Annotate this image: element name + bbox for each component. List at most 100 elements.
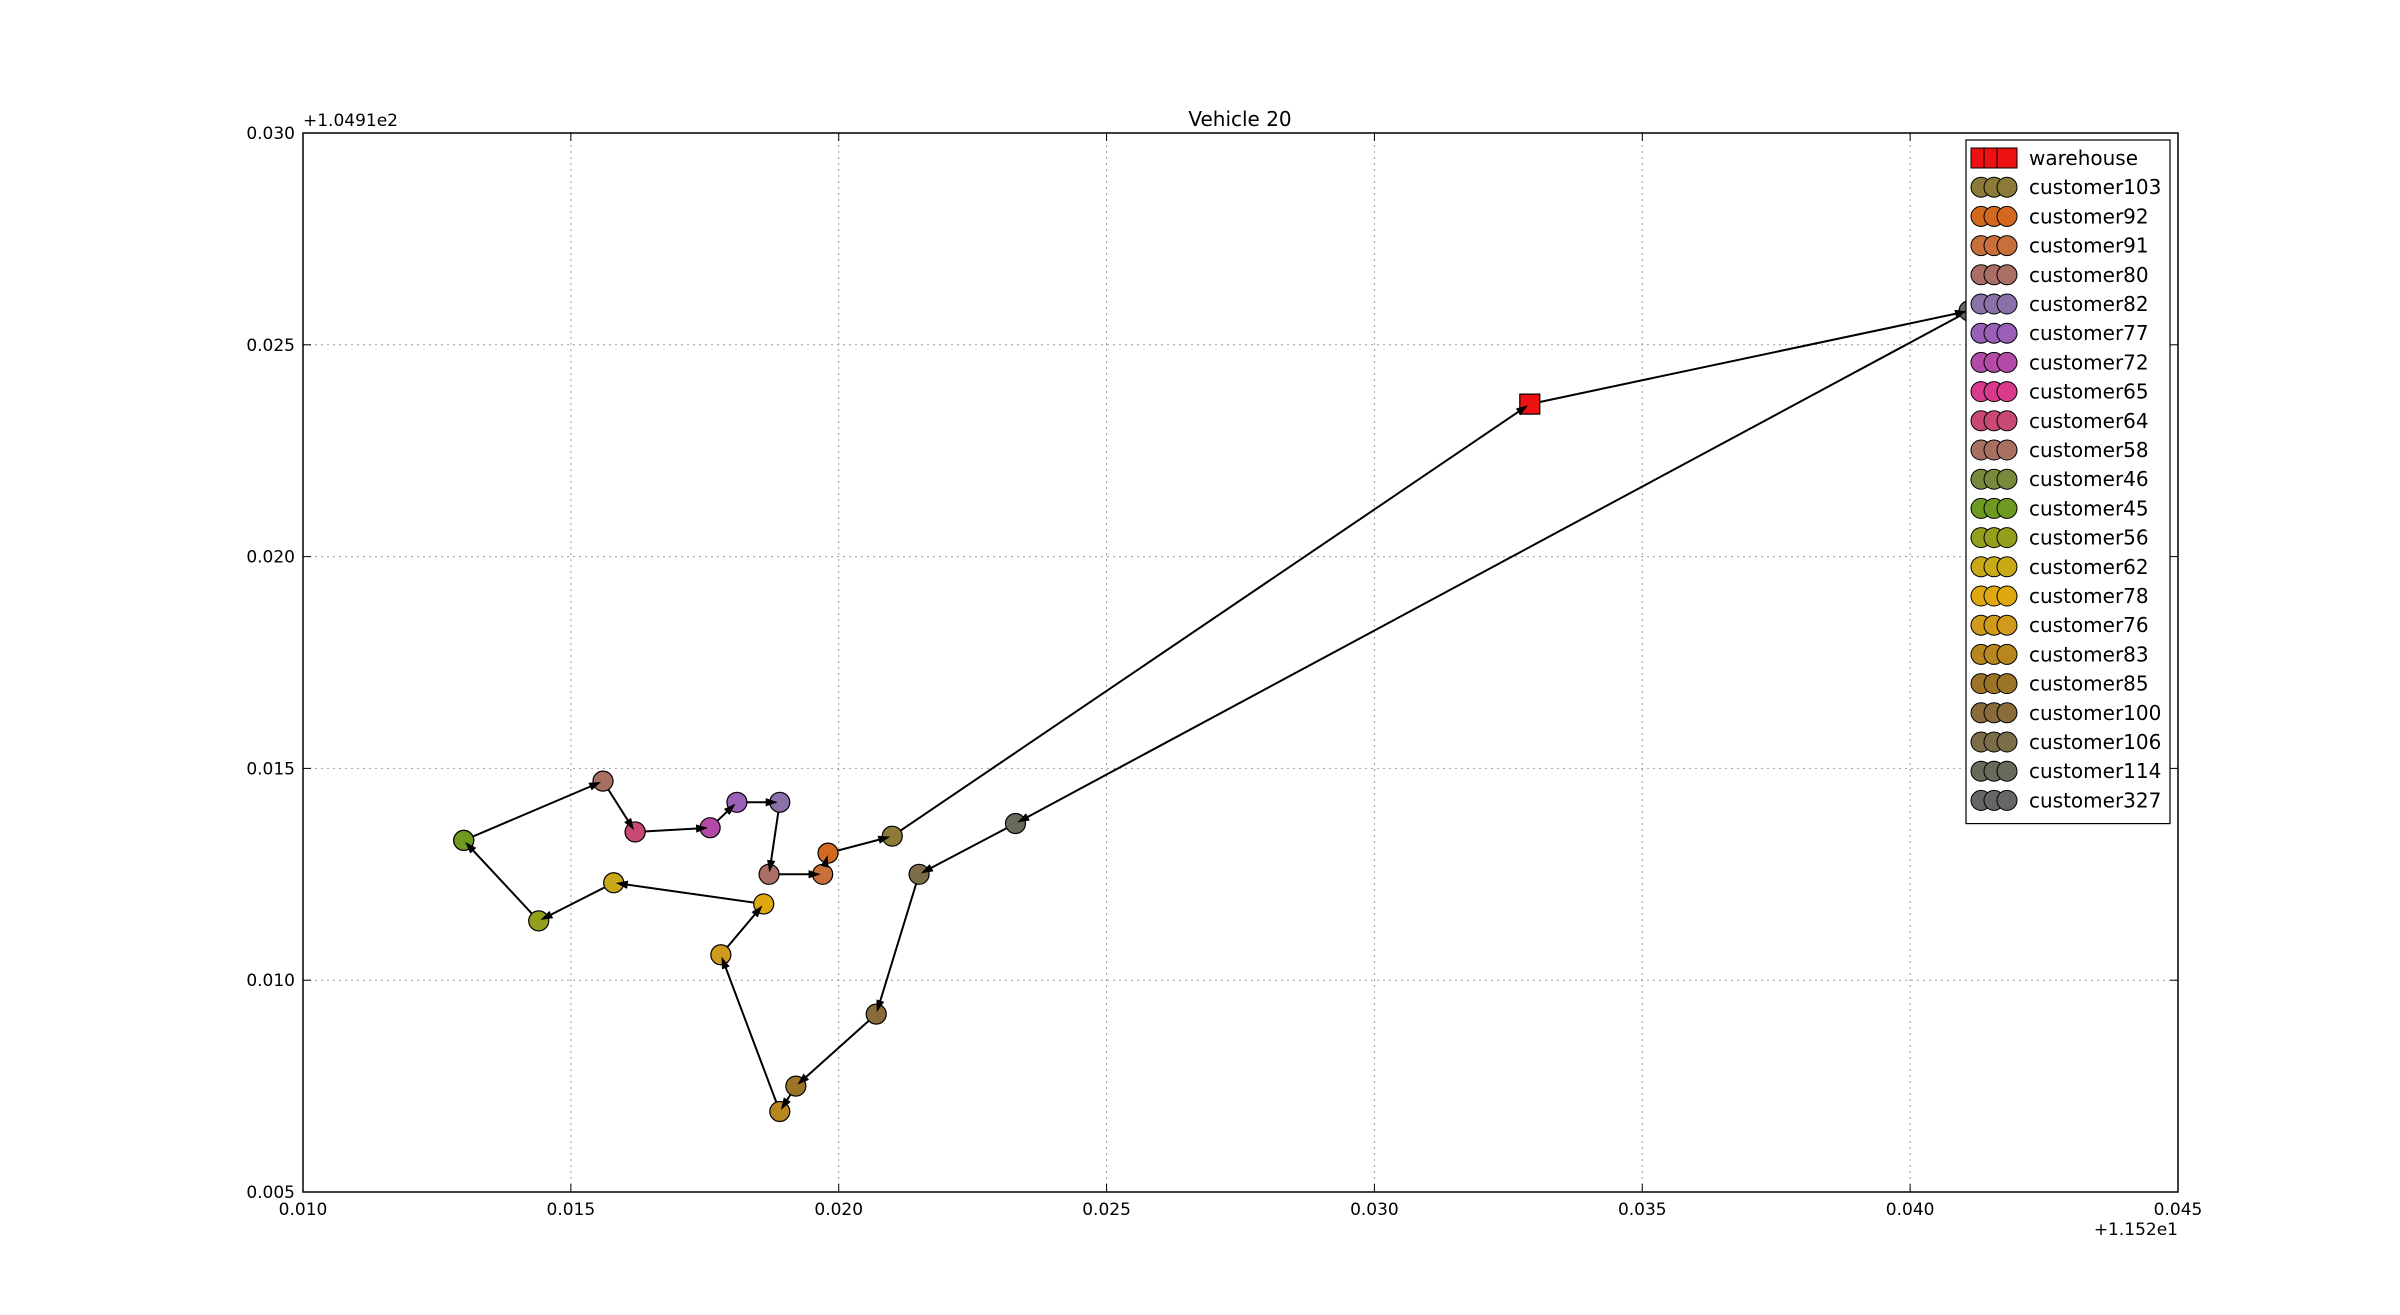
route-segment xyxy=(462,839,540,922)
route-segment xyxy=(719,954,781,1112)
y-tick-label: 0.015 xyxy=(246,759,295,779)
y-offset-label: +1.0491e2 xyxy=(303,111,398,131)
route-arrowhead xyxy=(876,999,885,1013)
route-arrowhead xyxy=(765,798,778,807)
legend-swatch-customer76 xyxy=(1996,614,2018,636)
route-arrowhead xyxy=(465,841,477,854)
marker-customer103 xyxy=(881,825,903,847)
x-offset-label: +1.152e1 xyxy=(2094,1220,2178,1240)
legend-swatch-customer46 xyxy=(1996,468,2018,490)
legend: warehouse customer103 customer92 customer91… xyxy=(1965,139,2171,825)
y-tick-label: 0.030 xyxy=(246,124,295,144)
legend-label-customer82: customer82 xyxy=(2029,292,2149,316)
legend-swatch-customer82 xyxy=(1996,293,2018,315)
legend-swatch-customer62 xyxy=(1996,556,2018,578)
route-arrowhead xyxy=(588,781,602,791)
route-arrowhead xyxy=(751,905,763,918)
route-arrowhead xyxy=(820,855,829,868)
x-tick-label: 0.010 xyxy=(279,1200,328,1220)
legend-label-customer56: customer56 xyxy=(2029,526,2149,550)
legend-swatch-customer106 xyxy=(1996,731,2018,753)
legend-label-customer91: customer91 xyxy=(2029,234,2149,258)
legend-label-customer327: customer327 xyxy=(2029,788,2161,812)
legend-swatch-customer91 xyxy=(1996,235,2018,257)
route-segment xyxy=(1529,309,1970,406)
legend-label-customer62: customer62 xyxy=(2029,555,2149,579)
legend-label-customer77: customer77 xyxy=(2029,321,2149,345)
route-arrowhead xyxy=(1515,405,1529,416)
marker-customer100 xyxy=(865,1003,887,1025)
y-tick-label: 0.020 xyxy=(246,548,295,568)
legend-swatch-customer72 xyxy=(1996,351,2018,373)
legend-swatch-customer58 xyxy=(1996,439,2018,461)
legend-swatch-customer45 xyxy=(1996,497,2018,519)
legend-label-warehouse: warehouse xyxy=(2029,146,2138,170)
legend-swatch-warehouse xyxy=(1996,147,2018,169)
legend-swatch-customer64 xyxy=(1996,410,2018,432)
legend-label-customer92: customer92 xyxy=(2029,204,2149,228)
marker-customer58 xyxy=(592,770,614,792)
legend-label-customer80: customer80 xyxy=(2029,263,2149,287)
legend-swatch-customer80 xyxy=(1996,264,2018,286)
route-arrowhead xyxy=(721,956,730,970)
legend-label-customer58: customer58 xyxy=(2029,438,2149,462)
route-arrowhead xyxy=(695,824,709,833)
legend-swatch-customer92 xyxy=(1996,205,2018,227)
legend-label-customer45: customer45 xyxy=(2029,496,2149,520)
stop-markers xyxy=(453,300,1980,1123)
legend-swatch-customer100 xyxy=(1996,702,2018,724)
route-arrowhead xyxy=(1017,813,1030,823)
route-arrowhead xyxy=(920,864,934,874)
legend-swatch-customer56 xyxy=(1996,527,2018,549)
route-arrowhead xyxy=(624,817,635,831)
chart-title: Vehicle 20 xyxy=(1188,107,1291,131)
route-arrowhead xyxy=(877,835,891,844)
route-segment xyxy=(463,780,604,842)
route-arrowhead xyxy=(767,859,776,873)
legend-label-customer83: customer83 xyxy=(2029,642,2149,666)
legend-swatch-customer85 xyxy=(1996,673,2018,695)
legend-label-customer114: customer114 xyxy=(2029,759,2161,783)
legend-swatch-customer65 xyxy=(1996,381,2018,403)
route-segment xyxy=(918,822,1016,876)
legend-label-customer72: customer72 xyxy=(2029,350,2149,374)
y-tick-label: 0.025 xyxy=(246,336,295,356)
marker-customer56 xyxy=(528,910,550,932)
axes: 0.010 0.015 0.020 0.025 0.030 0.035 0.040 0.045… xyxy=(246,124,2202,1220)
legend-swatch-customer83 xyxy=(1996,643,2018,665)
y-tick-label: 0.010 xyxy=(246,971,295,991)
legend-label-customer78: customer78 xyxy=(2029,584,2149,608)
route-arrowhead xyxy=(1954,309,1968,318)
legend-label-customer64: customer64 xyxy=(2029,409,2149,433)
legend-label-customer100: customer100 xyxy=(2029,701,2161,725)
x-tick-label: 0.020 xyxy=(814,1200,863,1220)
route-segment xyxy=(1015,310,1970,825)
legend-swatch-customer114 xyxy=(1996,760,2018,782)
x-tick-label: 0.025 xyxy=(1082,1200,1131,1220)
plot-frame xyxy=(302,132,2179,1193)
x-tick-label: 0.035 xyxy=(1618,1200,1667,1220)
marker-customer92 xyxy=(817,842,839,864)
route-arrowhead xyxy=(724,803,736,815)
route-segment xyxy=(795,1013,877,1087)
route-arrowhead xyxy=(615,880,629,889)
route-arrowhead xyxy=(780,1097,791,1110)
route-arrowhead xyxy=(797,1073,809,1085)
legend-swatch-customer77 xyxy=(1996,322,2018,344)
x-tick-label: 0.040 xyxy=(1886,1200,1935,1220)
marker-customer106 xyxy=(908,863,930,885)
marker-customer114 xyxy=(1004,812,1027,835)
legend-swatch-customer103 xyxy=(1996,176,2018,198)
x-tick-label: 0.015 xyxy=(547,1200,596,1220)
route-segment xyxy=(613,881,764,905)
legend-swatch-customer327 xyxy=(1996,789,2018,811)
legend-label-customer46: customer46 xyxy=(2029,467,2149,491)
x-tick-label: 0.045 xyxy=(2154,1200,2203,1220)
x-tick-label: 0.030 xyxy=(1350,1200,1399,1220)
legend-label-customer85: customer85 xyxy=(2029,672,2149,696)
legend-label-customer106: customer106 xyxy=(2029,730,2161,754)
legend-label-customer103: customer103 xyxy=(2029,175,2161,199)
marker-customer76 xyxy=(710,944,732,966)
legend-label-customer65: customer65 xyxy=(2029,380,2149,404)
